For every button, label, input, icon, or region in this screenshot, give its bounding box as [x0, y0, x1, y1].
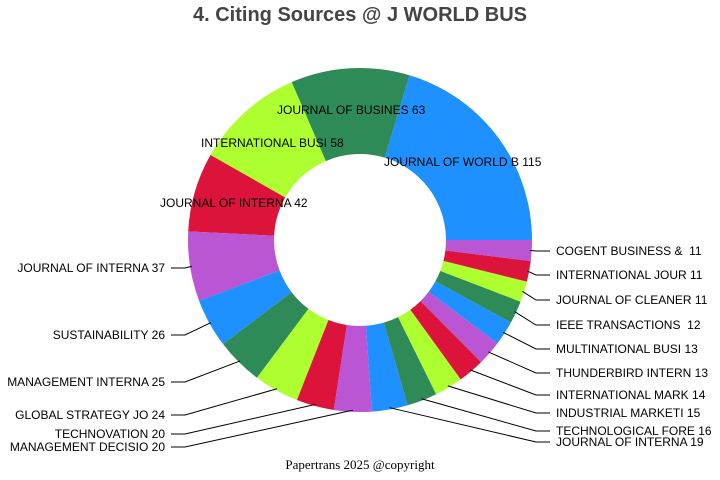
slice-label: MANAGEMENT INTERNA 25: [7, 375, 165, 389]
leader-line: [522, 290, 550, 301]
slice-label: INTERNATIONAL MARK 14: [556, 388, 706, 402]
donut-slice: [291, 68, 410, 162]
leader-line: [171, 265, 192, 269]
slice-label: THUNDERBIRD INTERN 13: [556, 366, 708, 380]
donut-slices: [188, 68, 532, 412]
slice-label: MULTINATIONAL BUSI 13: [556, 342, 698, 356]
slice-label: IEEE TRANSACTIONS 12: [556, 318, 701, 332]
slice-label: INTERNATIONAL BUSI 58: [201, 136, 344, 150]
leader-line: [529, 249, 550, 252]
slice-label: JOURNAL OF WORLD B 115: [384, 155, 542, 169]
donut-slice: [383, 317, 437, 406]
donut-slice: [445, 240, 532, 261]
slice-label: JOURNAL OF INTERNA 42: [160, 196, 308, 210]
donut-slice: [443, 250, 531, 282]
label-leader-lines: [171, 249, 550, 448]
donut-slice: [333, 324, 372, 412]
leader-line: [171, 409, 354, 448]
leader-line: [171, 360, 241, 383]
donut-slice: [188, 154, 286, 236]
leader-line: [171, 322, 212, 336]
slice-label: JOURNAL OF CLEANER 11: [556, 293, 708, 307]
leader-line: [171, 403, 316, 435]
slice-label: GLOBAL STRATEGY JO 24: [15, 408, 165, 422]
donut-slice: [188, 231, 280, 301]
donut-slice: [199, 270, 292, 345]
donut-slice: [440, 260, 527, 302]
leader-line: [421, 398, 550, 432]
donut-slice: [256, 308, 329, 401]
donut-slice: [398, 309, 461, 395]
slice-label: TECHNOVATION 20: [55, 427, 166, 441]
donut-slice: [223, 292, 309, 378]
donut-slice: [420, 291, 498, 363]
leader-line: [514, 311, 550, 326]
donut-slice: [365, 322, 408, 412]
slice-label: INDUSTRIAL MARKETI 15: [556, 406, 701, 420]
chart-title: 4. Citing Sources @ J WORLD BUS: [193, 4, 527, 26]
leader-line: [171, 388, 278, 416]
donut-slice: [410, 301, 482, 380]
leader-line: [469, 369, 550, 396]
slice-label: MANAGEMENT DECISIO 20: [10, 440, 165, 454]
donut-slice: [296, 320, 347, 410]
leader-line: [502, 331, 550, 350]
donut-slice: [435, 270, 521, 323]
leader-line: [447, 385, 550, 414]
copyright-footer: Papertrans 2025 @copyright: [285, 457, 435, 472]
donut-slice: [384, 75, 532, 240]
donut-slice: [428, 281, 511, 344]
slice-label: TECHNOLOGICAL FORE 16: [556, 424, 712, 438]
slice-label: SUSTAINABILITY 26: [53, 328, 166, 342]
slice-label: INTERNATIONAL JOUR 11: [556, 268, 703, 282]
slice-labels: JOURNAL OF WORLD B 115 JOURNAL OF BUSINES…: [7, 103, 712, 454]
slice-label: COGENT BUSINESS & 11: [556, 244, 702, 258]
slice-label: JOURNAL OF INTERNA 19: [556, 435, 704, 449]
leader-line: [389, 407, 550, 443]
slice-label: JOURNAL OF BUSINES 63: [277, 103, 426, 117]
leader-line: [488, 351, 550, 374]
leader-line: [527, 270, 550, 276]
slice-label: JOURNAL OF INTERNA 37: [17, 261, 165, 275]
donut-slice: [210, 82, 326, 198]
